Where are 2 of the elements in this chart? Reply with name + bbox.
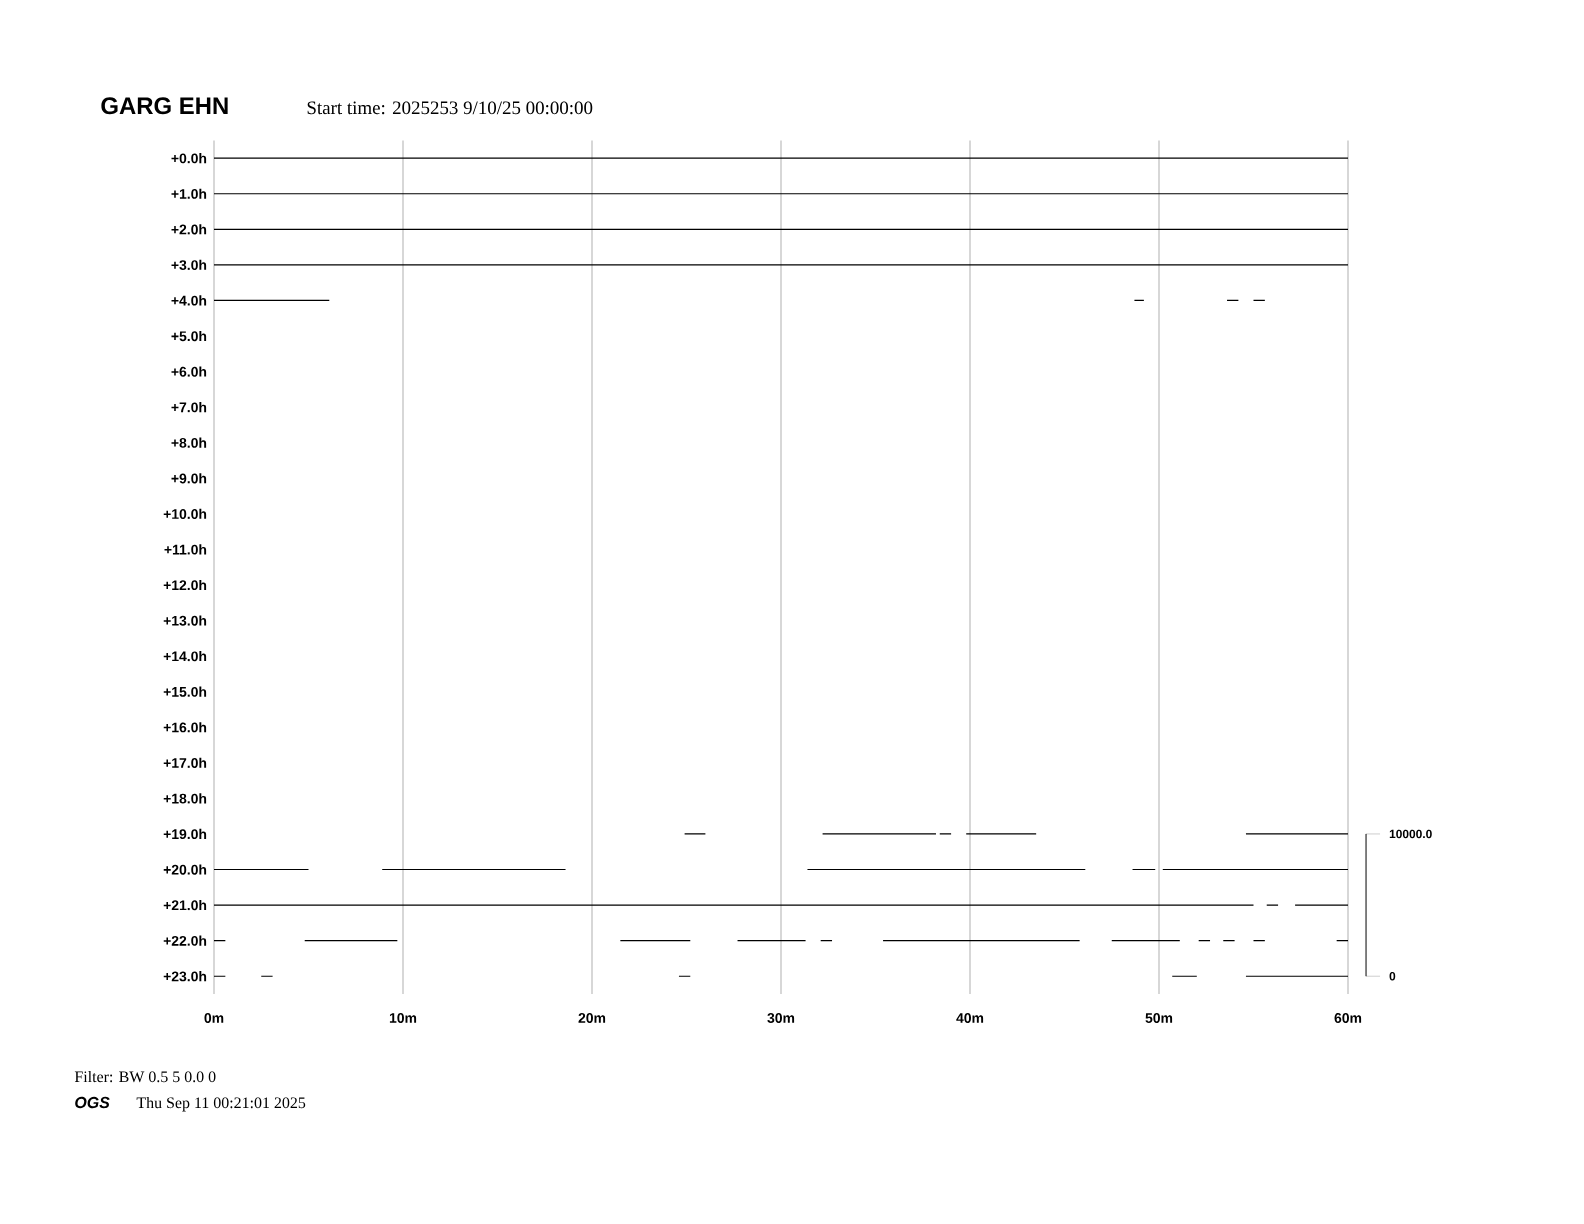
chart-subtitle: Start time: 2025253 9/10/25 00:00:00 (307, 101, 593, 115)
chart-title: GARG EHN (101, 97, 228, 115)
